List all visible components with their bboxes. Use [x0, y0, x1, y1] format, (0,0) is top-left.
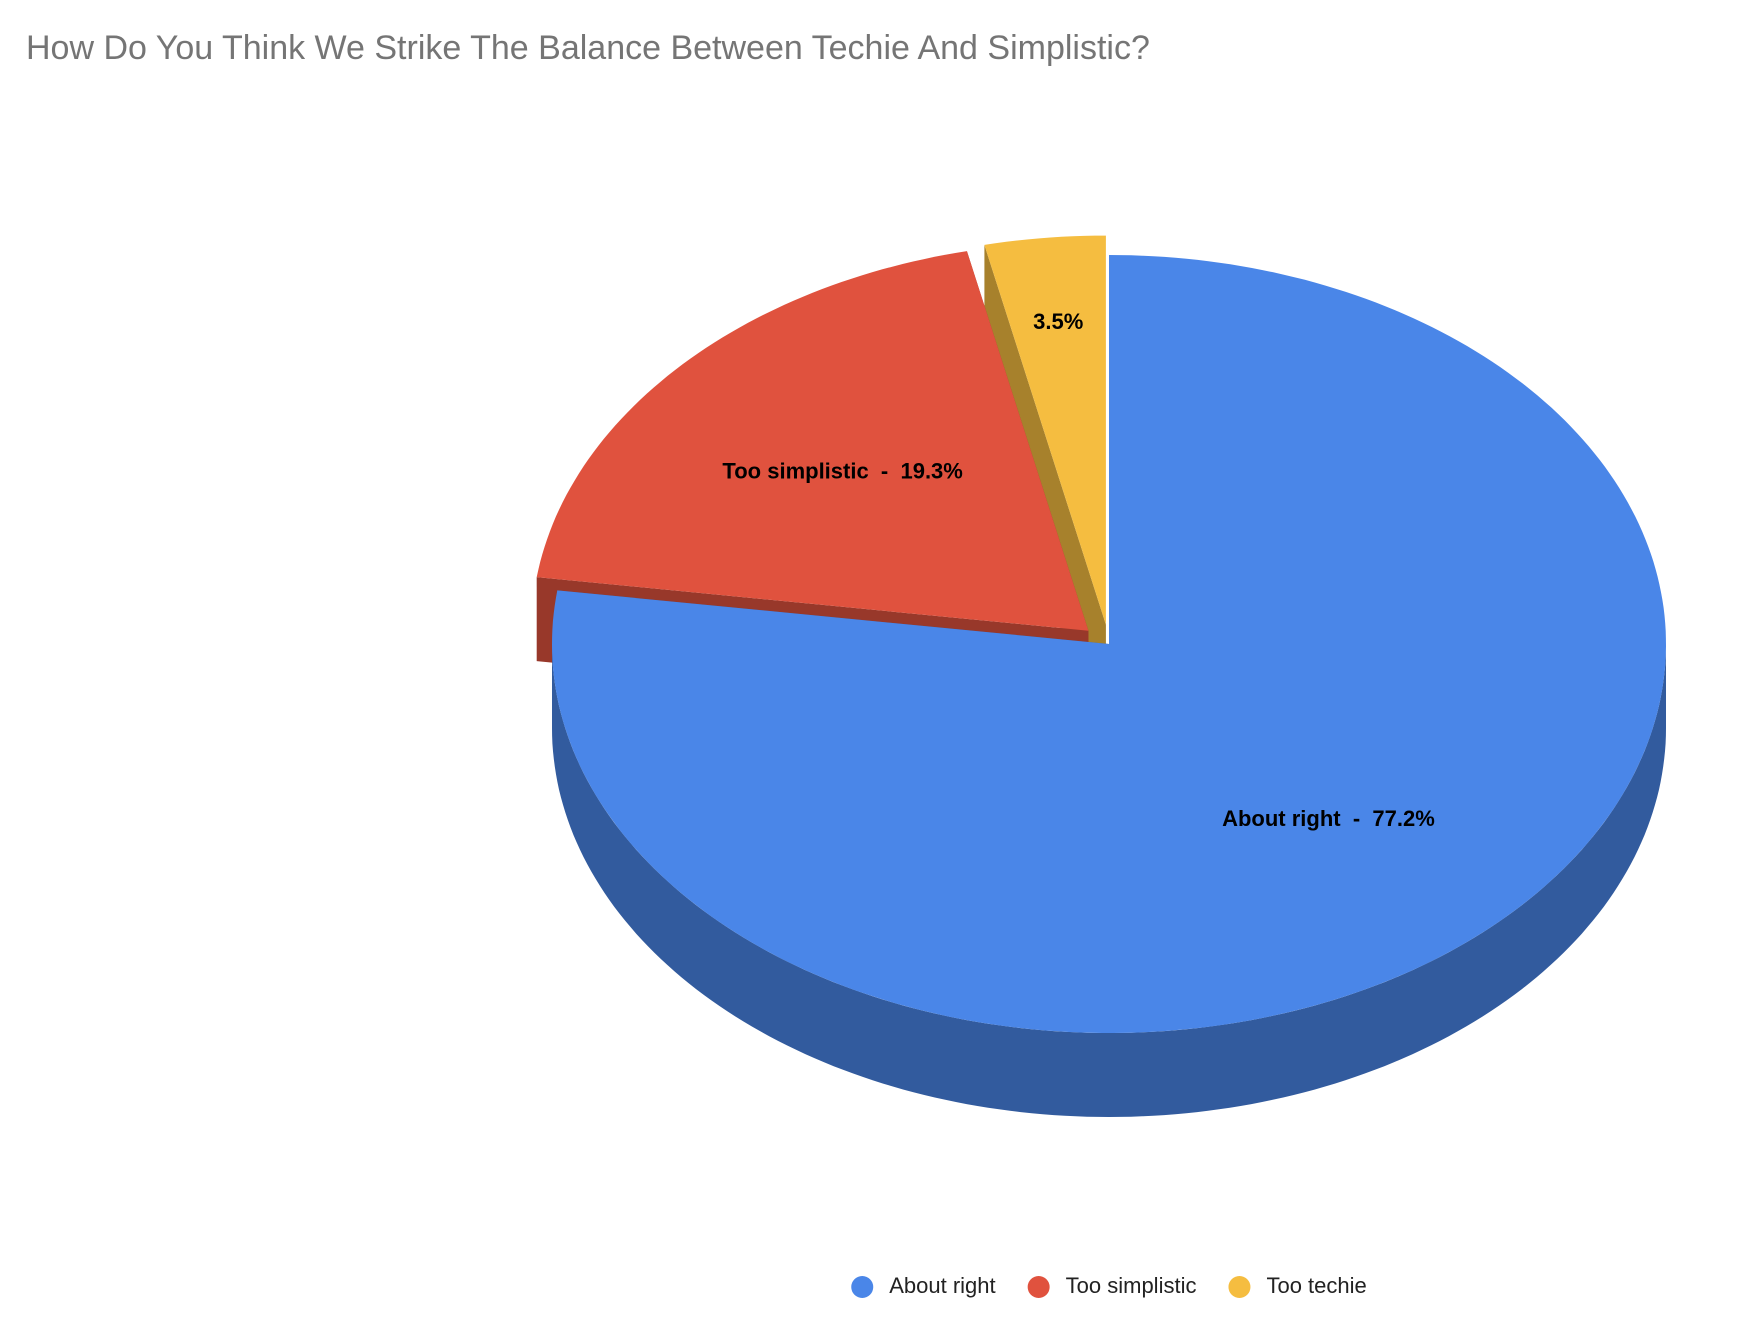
legend-label: Too simplistic [1066, 1273, 1197, 1298]
legend-swatch [1027, 1276, 1050, 1298]
pie-slice [984, 235, 1106, 625]
data-label: Too simplistic - 19.3% [722, 458, 962, 483]
chart-title: How Do You Think We Strike The Balance B… [26, 29, 1150, 67]
data-label: About right - 77.2% [1222, 806, 1435, 831]
legend-label: About right [889, 1273, 995, 1298]
legend-swatch [851, 1276, 874, 1298]
pie-slice [536, 251, 1089, 631]
legend-swatch [1228, 1276, 1251, 1298]
pie-slice [552, 255, 1666, 1033]
legend: About right Too simplistic Too techie [851, 1273, 1367, 1298]
data-label: 3.5% [1033, 309, 1083, 334]
slice-side [552, 644, 1666, 1117]
legend-label: Too techie [1266, 1273, 1366, 1298]
